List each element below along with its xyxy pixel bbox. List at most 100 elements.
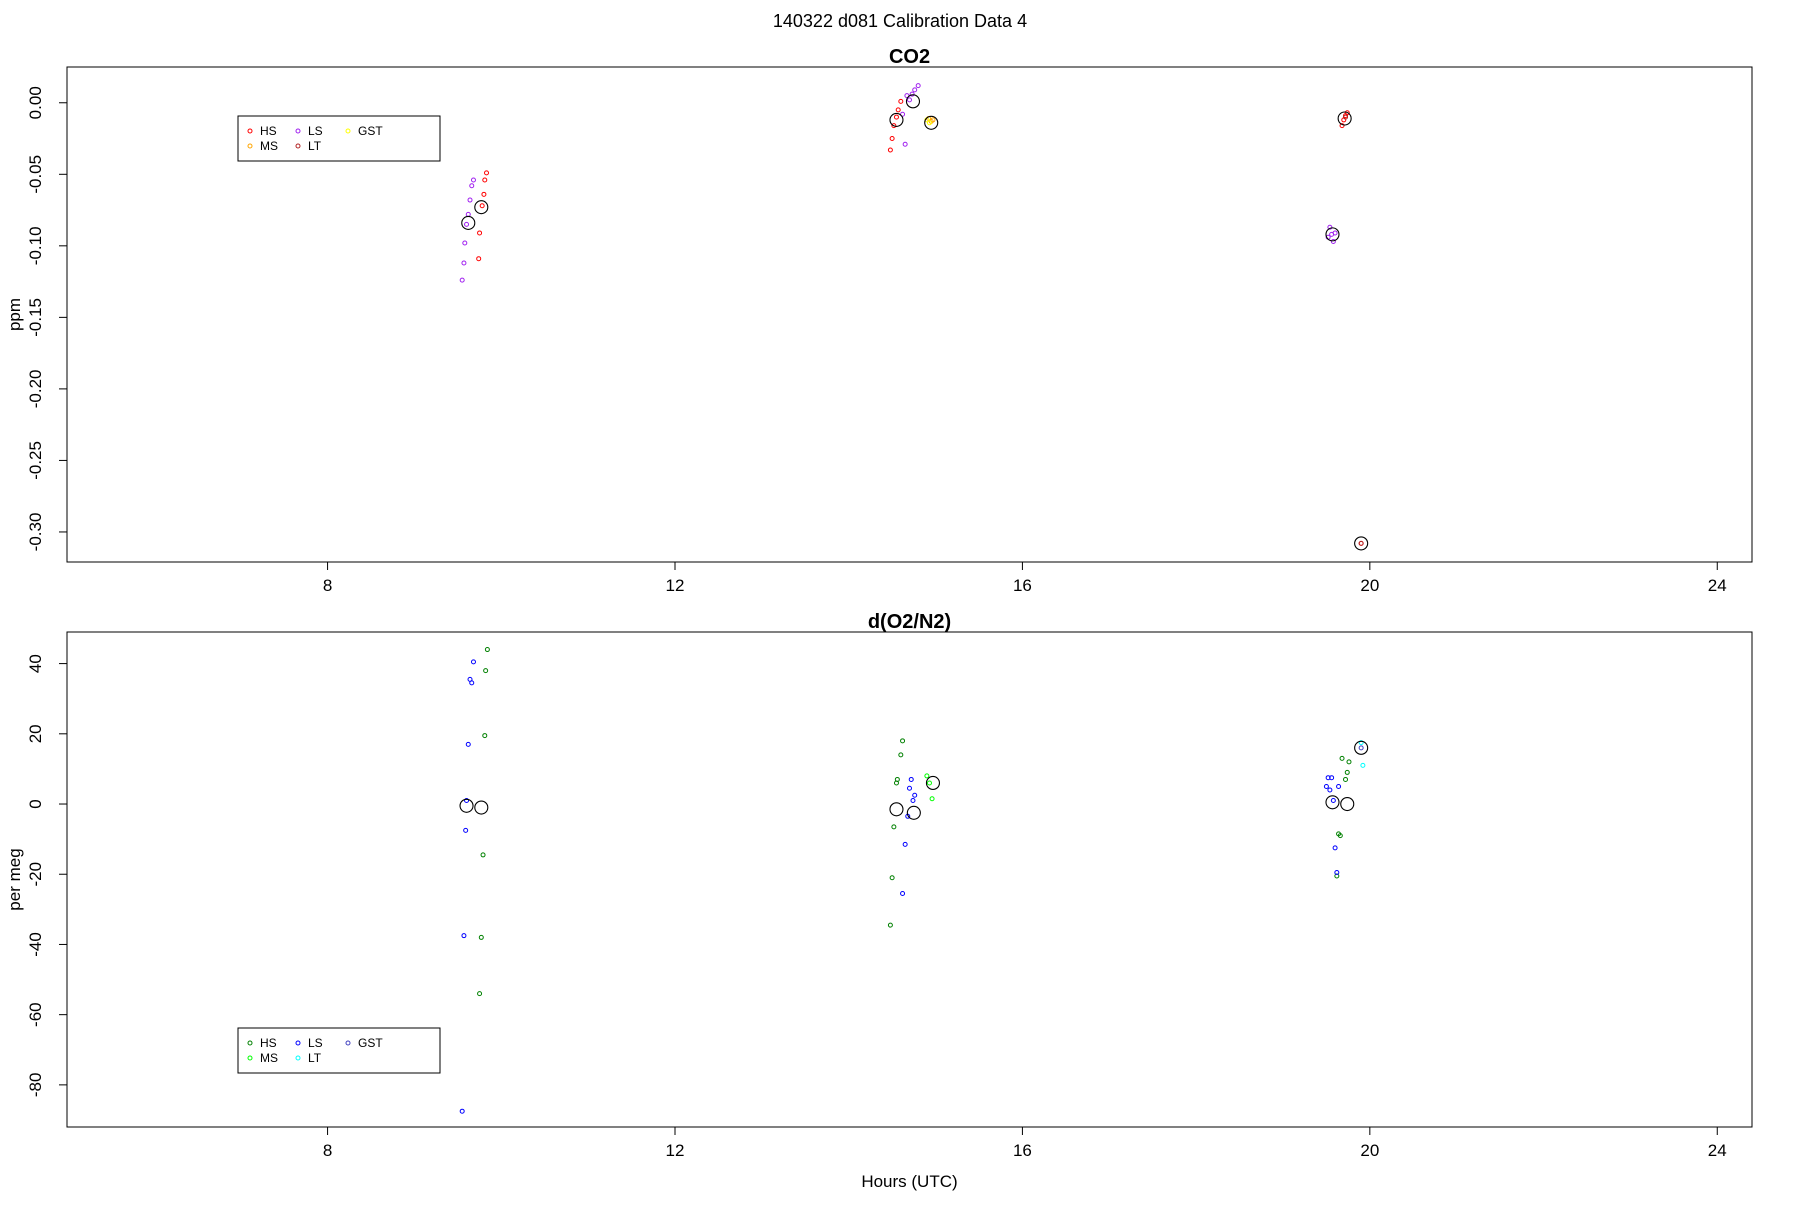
data-point: [895, 107, 901, 113]
mean-point: [889, 802, 904, 817]
data-point: [887, 922, 893, 928]
data-point: [908, 776, 914, 782]
mean-point: [889, 112, 904, 127]
data-point: [1344, 110, 1350, 116]
data-point: [459, 277, 465, 283]
panel-co2: CO2 8 12 16 20 24 0.00 -0.05 -0.10 -0.15 -0.20 -0.2…: [5, 46, 1753, 595]
x-tick-label: 20: [1360, 1141, 1379, 1160]
data-point: [483, 668, 489, 674]
data-point: [930, 117, 936, 123]
data-point: [902, 141, 908, 147]
data-point: [900, 891, 906, 897]
mean-point: [461, 215, 476, 230]
data-point: [465, 741, 471, 747]
y-tick-label: -0.05: [26, 155, 45, 194]
y-tick-label: 0.00: [26, 86, 45, 119]
data-point: [469, 680, 475, 686]
y-tick-label: -0.15: [26, 298, 45, 337]
x-tick-label: 20: [1360, 576, 1379, 595]
y-tick-label: -0.10: [26, 226, 45, 265]
y-tick-label: -0.30: [26, 513, 45, 552]
legend-marker: [247, 143, 253, 149]
legend-label: MS: [260, 139, 278, 153]
data-point: [1339, 755, 1345, 761]
legend-label: LT: [308, 1051, 322, 1065]
data-point: [924, 773, 930, 779]
data-point: [464, 221, 470, 227]
series-1: [459, 83, 1338, 283]
data-point: [477, 991, 483, 997]
mean-point: [1354, 740, 1369, 755]
x-tick-label: 16: [1013, 576, 1032, 595]
x-tick-label: 24: [1708, 1141, 1727, 1160]
data-point: [465, 211, 471, 217]
data-point: [1346, 759, 1352, 765]
data-point: [1332, 230, 1338, 236]
data-point: [907, 785, 912, 791]
data-point: [1358, 745, 1364, 751]
data-point: [1360, 762, 1366, 768]
data-point: [1332, 845, 1338, 851]
x-tick-label: 16: [1013, 1141, 1032, 1160]
legend-marker: [247, 1040, 253, 1046]
y-tick-label: -80: [26, 1073, 45, 1098]
x-tick-label: 8: [323, 1141, 332, 1160]
data-point: [912, 87, 918, 93]
y-tick-label: -40: [26, 932, 45, 957]
legend-marker: [247, 1055, 253, 1061]
series-2: [924, 773, 935, 802]
series-1: [459, 659, 1342, 1114]
legend-label: MS: [260, 1051, 278, 1065]
data-point: [912, 792, 918, 798]
legend-marker: [295, 1055, 301, 1061]
panel-o2n2: d(O2/N2) 8 12 16 20 24 40 20 0 -20 -40 -60 -80 per me…: [5, 611, 1753, 1191]
data-point: [1358, 540, 1364, 546]
data-point: [1358, 740, 1364, 746]
legend-marker: [345, 1040, 351, 1046]
x-axis-label: Hours (UTC): [861, 1172, 957, 1191]
data-point: [482, 177, 488, 183]
panel-title: d(O2/N2): [868, 611, 951, 633]
data-point: [1339, 123, 1345, 129]
legend-label: HS: [260, 1036, 277, 1050]
legend-marker: [295, 1040, 301, 1046]
x-tick-label: 12: [666, 1141, 685, 1160]
data-point: [477, 230, 483, 236]
panel-title: CO2: [889, 46, 930, 68]
legend-marker: [295, 143, 301, 149]
legend-box: [237, 115, 441, 162]
y-tick-label: 0: [26, 799, 45, 808]
legend-label: GST: [358, 1036, 383, 1050]
data-point: [464, 798, 470, 804]
data-point: [461, 260, 467, 266]
mean-point: [905, 94, 921, 109]
data-point: [926, 120, 932, 126]
mean-point: [1325, 227, 1340, 242]
data-point: [1334, 869, 1340, 875]
y-tick-label: 20: [26, 724, 45, 743]
legend-label: LS: [308, 1036, 323, 1050]
mean-point: [906, 805, 921, 820]
mean-point: [1340, 796, 1355, 812]
data-point: [1323, 783, 1329, 789]
data-point: [481, 191, 487, 197]
data-point: [926, 780, 932, 786]
mean-point: [925, 775, 941, 791]
data-point: [1327, 224, 1333, 230]
y-tick-label: -0.20: [26, 370, 45, 409]
data-point: [909, 91, 915, 97]
series-mean-markers: [461, 94, 1369, 551]
data-point: [478, 934, 484, 940]
mean-point: [1354, 536, 1369, 551]
data-point: [889, 136, 895, 142]
data-point: [1343, 776, 1349, 782]
data-point: [1330, 239, 1336, 245]
plot-frame: [66, 66, 1753, 563]
data-point: [894, 776, 900, 782]
y-axis-label: per meg: [5, 848, 24, 910]
data-point: [476, 256, 482, 262]
data-point: [463, 827, 469, 833]
